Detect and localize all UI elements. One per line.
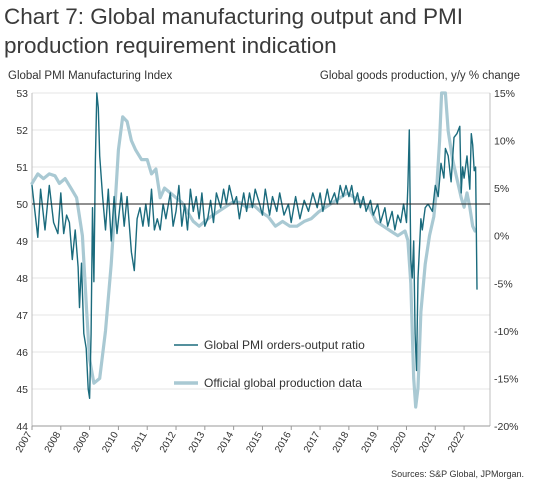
left-tick-label: 45 bbox=[16, 384, 28, 396]
right-tick-label: -15% bbox=[494, 373, 519, 385]
legend-label-orders-output: Global PMI orders-output ratio bbox=[204, 338, 365, 352]
series-lines bbox=[30, 91, 490, 409]
left-tick-label: 48 bbox=[16, 273, 28, 285]
left-tick-label: 51 bbox=[16, 162, 28, 174]
x-tick-label: 2007 bbox=[14, 430, 35, 455]
right-tick-label: -20% bbox=[494, 421, 519, 433]
left-tick-label: 49 bbox=[16, 236, 28, 248]
x-tick-label: 2014 bbox=[216, 430, 237, 455]
x-tick-label: 2013 bbox=[187, 430, 208, 455]
right-tick-label: -5% bbox=[494, 278, 513, 290]
left-tick-label: 52 bbox=[16, 125, 28, 137]
orders-output-line bbox=[31, 92, 478, 399]
left-tick-label: 50 bbox=[16, 199, 28, 211]
x-tick-label: 2021 bbox=[417, 430, 438, 455]
x-tick-label: 2010 bbox=[100, 430, 121, 455]
left-tick-label: 47 bbox=[16, 310, 28, 322]
x-tick-label: 2015 bbox=[244, 430, 265, 455]
x-tick-label: 2018 bbox=[331, 430, 352, 455]
x-tick-label: 2008 bbox=[43, 430, 64, 455]
x-tick-label: 2011 bbox=[130, 430, 150, 455]
left-tick-label: 44 bbox=[16, 421, 28, 433]
x-tick-label: 2020 bbox=[388, 430, 409, 455]
right-tick-label: 15% bbox=[494, 88, 515, 100]
x-tick-label: 2016 bbox=[273, 430, 294, 455]
right-tick-label: 0% bbox=[494, 231, 509, 243]
x-axis-ticks: 2007 2008 2009 2010 2011 2012 2013 2014 2015 2016… bbox=[14, 426, 467, 455]
right-tick-label: 5% bbox=[494, 183, 509, 195]
legend-label-official: Official global production data bbox=[204, 376, 362, 390]
right-tick-label: -10% bbox=[494, 326, 519, 338]
x-tick-label: 2019 bbox=[360, 430, 381, 455]
legend: Global PMI orders-output ratio Official g… bbox=[174, 338, 365, 390]
left-axis-label: Global PMI Manufacturing Index bbox=[8, 70, 173, 82]
x-tick-label: 2012 bbox=[158, 430, 179, 455]
chart-title: Chart 7: Global manufacturing output and… bbox=[4, 4, 464, 58]
left-tick-label: 46 bbox=[16, 347, 28, 359]
source-note: Sources: S&P Global, JPMorgan. bbox=[391, 469, 524, 479]
left-axis-ticks: 44 45 46 47 48 49 50 51 52 53 bbox=[16, 88, 28, 433]
x-tick-label: 2022 bbox=[446, 430, 467, 455]
left-tick-label: 53 bbox=[16, 88, 28, 100]
x-tick-label: 2009 bbox=[72, 430, 93, 455]
right-axis-label: Global goods production, y/y % change bbox=[319, 70, 520, 82]
x-tick-label: 2017 bbox=[302, 430, 323, 455]
right-axis-ticks: 15% 10% 5% 0% -5% -10% -15% -20% bbox=[494, 88, 519, 433]
right-tick-label: 10% bbox=[494, 136, 515, 148]
